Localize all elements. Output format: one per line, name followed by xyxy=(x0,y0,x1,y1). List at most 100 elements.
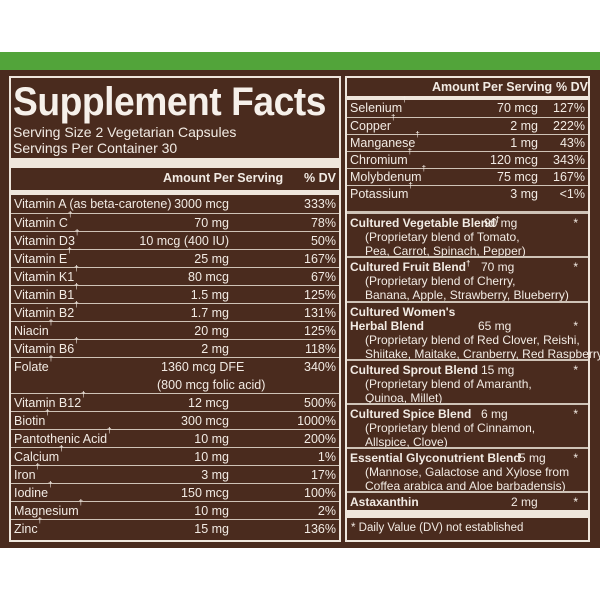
amount-value: 75 mcg xyxy=(497,170,538,184)
table-row: Molybdenum † 75 mcg 167% xyxy=(347,165,588,185)
nutrient-name: Vitamin D3 † xyxy=(14,228,80,249)
table-row: Vitamin B2 † 1.7 mg 131% xyxy=(11,300,339,321)
amount-value: 15 mg xyxy=(194,522,229,536)
blend-description: Allspice, Clove) xyxy=(365,435,448,449)
blend-name: Astaxanthin xyxy=(350,495,419,509)
thick-divider xyxy=(11,158,339,168)
blend-name: Essential Glyconutrient Blend xyxy=(350,451,521,465)
table-row: Vitamin B1 † 1.5 mg 125% xyxy=(11,282,339,303)
amount-value: 2 mg xyxy=(201,342,229,356)
amount-header: Amount Per Serving xyxy=(163,171,284,185)
amount-value: 12 mcg xyxy=(188,396,229,410)
blend-description: (Proprietary blend of Red Clover, Reishi… xyxy=(365,333,580,347)
amount-value: 20 mg xyxy=(194,324,229,338)
amount-value: 300 mcg xyxy=(181,414,229,428)
nutrient-name: Vitamin B1 † xyxy=(14,282,79,303)
dv-value: 100% xyxy=(304,486,336,500)
amount-value: 1360 mcg DFE xyxy=(161,360,245,374)
dv-value: 131% xyxy=(304,306,336,320)
table-row: Manganese † 1 mg 43% xyxy=(347,131,588,151)
amount-value: 1.5 mg xyxy=(190,288,229,302)
blend-description: Banana, Apple, Strawberry, Blueberry) xyxy=(365,288,569,302)
dv-value: 2% xyxy=(317,504,336,518)
blend-item: Astaxanthin 2 mg * xyxy=(347,491,588,510)
dv-value: 340% xyxy=(304,360,336,374)
dagger-mark: † xyxy=(466,259,471,268)
dv-value: 222% xyxy=(553,119,585,133)
nutrient-name: Vitamin C † xyxy=(14,210,73,231)
nutrient-name: Magnesium † xyxy=(14,498,84,519)
blend-name: Cultured Sprout Blend xyxy=(350,363,478,377)
amount-value: 25 mg xyxy=(194,252,229,266)
top-background xyxy=(0,0,600,52)
blend-description: Pea, Carrot, Spinach, Pepper) xyxy=(365,244,526,258)
dv-value: <1% xyxy=(559,187,585,201)
table-row: Vitamin B12 † 12 mcg 500% xyxy=(11,391,339,411)
blend-dv: * xyxy=(573,260,578,274)
nutrient-name: Niacin † xyxy=(14,318,54,339)
nutrient-name: Iodine † xyxy=(14,480,53,501)
green-band xyxy=(0,52,600,70)
blend-description: Quinoa, Millet) xyxy=(365,391,443,405)
table-row: Iron † 3 mg 17% xyxy=(11,462,339,483)
table-row: Vitamin C † 70 mg 78% xyxy=(11,210,339,231)
amount-value: 2 mg xyxy=(510,119,538,133)
table-row: Pantothenic Acid † 10 mg 200% xyxy=(11,427,339,447)
nutrient-name: Vitamin B2 † xyxy=(14,300,79,321)
blend-amount: 6 mg xyxy=(481,407,508,421)
nutrient-name: Potassium † xyxy=(350,181,413,202)
blend-dv: * xyxy=(573,363,578,377)
table-row: Potassium † 3 mg <1% xyxy=(347,181,588,202)
dv-header-right: % DV xyxy=(556,80,588,94)
page-title: Supplement Facts xyxy=(13,80,326,124)
blend-amount: 65 mg xyxy=(478,319,512,333)
blend-dv: * xyxy=(573,319,578,333)
blend-dv: * xyxy=(573,216,578,230)
footnote-divider xyxy=(347,510,588,518)
dv-value: 167% xyxy=(304,252,336,266)
blend-description: (Proprietary blend of Tomato, xyxy=(365,230,520,244)
blend-amount: 90 mg xyxy=(484,216,518,230)
blend-description: (Proprietary blend of Cherry, xyxy=(365,274,516,288)
dv-value: 136% xyxy=(304,522,336,536)
blend-description: (Proprietary blend of Amaranth, xyxy=(365,377,532,391)
amount-value: 3000 mcg xyxy=(174,197,229,211)
blend-item: Essential Glyconutrient Blend 5 mg * (Manno… xyxy=(347,447,588,493)
blend-description: Coffea arabica and Aloe barbadensis) xyxy=(365,479,566,493)
blend-dv: * xyxy=(573,495,578,509)
table-row: Vitamin B6 † 2 mg 118% xyxy=(11,337,339,357)
amount-value: 3 mg xyxy=(201,468,229,482)
table-row: Copper † 2 mg 222% xyxy=(347,114,588,134)
blend-name-line2: Herbal Blend xyxy=(350,319,425,333)
table-row: Vitamin K1 † 80 mcg 67% xyxy=(11,264,339,285)
amount-value: 70 mcg xyxy=(497,101,538,115)
dv-value: 78% xyxy=(310,216,336,230)
dagger-mark: † xyxy=(495,215,500,224)
nutrient-name: Folate † xyxy=(14,354,54,375)
dv-header: % DV xyxy=(304,171,336,185)
blend-amount: 2 mg xyxy=(511,495,538,509)
blend-amount: 5 mg xyxy=(519,451,546,465)
table-row: Selenium † 70 mcg 127% xyxy=(347,96,588,117)
nutrient-name: Biotin † xyxy=(14,408,50,429)
nutrient-name: Chromium † xyxy=(350,147,413,168)
servings-per-container: Servings Per Container 30 xyxy=(13,140,178,156)
dv-value: 43% xyxy=(559,136,585,150)
blend-amount: 15 mg xyxy=(481,363,515,377)
serving-size: Serving Size 2 Vegetarian Capsules xyxy=(13,124,237,140)
table-row: Vitamin E † 25 mg 167% xyxy=(11,247,339,267)
blend-description: Shiitake, Maitake, Cranberry, Red Raspbe… xyxy=(365,347,600,361)
nutrient-name: Iron † xyxy=(14,462,40,483)
amount-value: 1.7 mg xyxy=(190,306,229,320)
blend-item: Cultured Fruit Blend† 70 mg * (Proprietary … xyxy=(347,256,588,302)
dv-value: 500% xyxy=(304,396,336,410)
nutrient-name: Vitamin K1 † xyxy=(14,264,79,285)
blend-dv: * xyxy=(573,407,578,421)
dv-value: 125% xyxy=(304,288,336,302)
blend-item: Cultured Women's Herbal Blend 65 mg * (Propr… xyxy=(347,301,600,361)
nutrient-name: Vitamin A (as beta-carotene) xyxy=(14,197,172,211)
amount-value: 10 mg xyxy=(194,450,229,464)
amount-value: 120 mcg xyxy=(490,153,538,167)
dv-value: 118% xyxy=(304,342,336,356)
blend-item: Cultured Spice Blend 6 mg * (Proprietary bl… xyxy=(347,403,588,449)
